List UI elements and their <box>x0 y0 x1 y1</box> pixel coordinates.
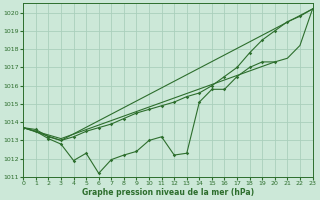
X-axis label: Graphe pression niveau de la mer (hPa): Graphe pression niveau de la mer (hPa) <box>82 188 254 197</box>
